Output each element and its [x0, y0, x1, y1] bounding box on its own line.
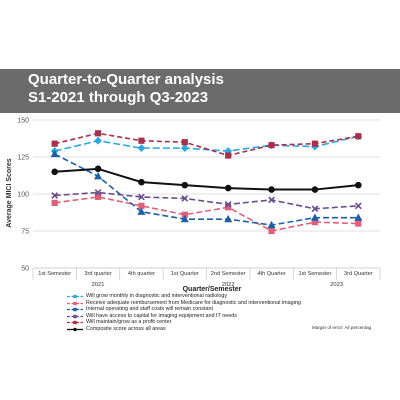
x-tick-label: 1st Quarter [171, 271, 199, 277]
x-tick-label: 4th Quarter [257, 271, 285, 277]
year-label: 2021 [92, 282, 105, 288]
series-5 [51, 165, 362, 193]
data-point [180, 144, 189, 153]
legend-label: Receive adequate reimbursement from Medi… [86, 299, 301, 306]
legend-swatch [67, 307, 83, 312]
legend-label: Will maintain/grow as a profit center [86, 319, 172, 326]
data-point [94, 165, 102, 173]
series-2 [50, 149, 363, 229]
data-point [224, 200, 232, 208]
chart-title-line-2: S1-2021 through Q3-2023 [28, 89, 209, 106]
x-tick-label: 1st Semester [38, 271, 71, 277]
legend-swatch [67, 294, 83, 299]
data-point [354, 213, 363, 221]
legend-item: Internal operating and staff costs will … [66, 306, 396, 313]
legend-item: Will grow monthly in diagnostic and inte… [66, 293, 396, 300]
data-point [51, 199, 58, 206]
x-tick-label: 2nd Semester [211, 271, 246, 277]
x-tick-labels: 1st Semester 3rd quarter 4th quarter 1st Qu… [32, 267, 381, 288]
legend-item: Composite score across all areas [66, 326, 396, 333]
series-line [54, 167, 359, 191]
data-point [268, 196, 275, 204]
legend: Will grow monthly in diagnostic and inte… [66, 293, 396, 333]
x-tick-label: 3rd Quarter [344, 271, 373, 277]
data-point [138, 193, 145, 201]
data-point [51, 168, 58, 176]
data-point [224, 214, 233, 223]
series-line [54, 191, 359, 210]
data-point [94, 193, 102, 201]
title-band [0, 69, 400, 113]
x-tick-label: 4th quarter [128, 271, 155, 277]
data-point [355, 220, 362, 227]
legend-item: Will maintain/grow as a profit center [66, 319, 396, 326]
data-point [225, 152, 232, 159]
y-tick-label: 125 [17, 155, 29, 162]
data-point [138, 178, 145, 186]
data-point [311, 186, 319, 193]
data-point [137, 207, 146, 215]
year-label: 2023 [330, 282, 343, 288]
legend-label: Will grow monthly in diagnostic and inte… [86, 293, 228, 299]
y-tick-labels: 50 75 100 125 150 [17, 118, 29, 273]
y-axis-label: Average MICI Scores [6, 158, 13, 227]
legend-swatch [67, 327, 83, 332]
data-point [94, 172, 103, 180]
x-tick-label: 3rd quarter [84, 271, 111, 277]
y-tick-label: 150 [17, 118, 29, 125]
x-tick-label: 1st Semester [298, 271, 331, 277]
data-point [224, 184, 232, 192]
year-label: 2022 [222, 282, 235, 288]
legend-label: Composite score across all areas [86, 325, 166, 332]
data-point [355, 181, 362, 189]
data-point [138, 137, 145, 144]
data-point [181, 181, 189, 189]
data-point [310, 213, 319, 221]
margin-of-error-note: Margin of error: All percentag [312, 325, 372, 330]
legend-swatch [67, 314, 83, 318]
chart-title-line-1: Quarter-to-Quarter analysis [28, 71, 224, 88]
legend-label: Will have access to capital for imaging … [86, 312, 237, 319]
legend-swatch [67, 321, 83, 325]
series-1 [51, 193, 362, 235]
series-line [54, 153, 359, 226]
data-point [311, 140, 319, 147]
x-axis-label: Quarter/Semester [183, 286, 242, 293]
y-tick-label: 75 [21, 229, 29, 236]
legend-swatch [67, 301, 83, 305]
data-point [94, 189, 102, 196]
data-point [180, 214, 189, 223]
data-point [268, 142, 275, 149]
data-point [311, 205, 319, 213]
data-point [50, 149, 59, 158]
legend-label: Internal operating and staff costs will … [86, 306, 213, 313]
series-line [54, 132, 359, 157]
data-point [137, 144, 146, 153]
data-point [181, 195, 189, 202]
y-tick-label: 50 [21, 266, 29, 273]
series-layer [50, 130, 363, 235]
legend-item: Will have access to capital for imaging … [66, 313, 396, 320]
data-point [268, 227, 275, 235]
data-point [267, 220, 276, 229]
series-line [54, 196, 359, 232]
data-point [268, 186, 275, 193]
series-4 [51, 130, 362, 159]
data-point [51, 140, 58, 147]
data-point [181, 139, 188, 146]
data-point [51, 192, 59, 199]
line-chart: 50 75 100 125 150 1st Semester 3rd quarter 4th… [6, 118, 381, 293]
data-point [94, 130, 102, 137]
data-point [355, 133, 362, 140]
legend-item: Receive adequate reimbursement from Medi… [66, 300, 396, 307]
data-point [94, 136, 102, 145]
series-3 [51, 189, 362, 213]
y-tick-label: 100 [17, 192, 29, 199]
data-point [354, 202, 362, 210]
